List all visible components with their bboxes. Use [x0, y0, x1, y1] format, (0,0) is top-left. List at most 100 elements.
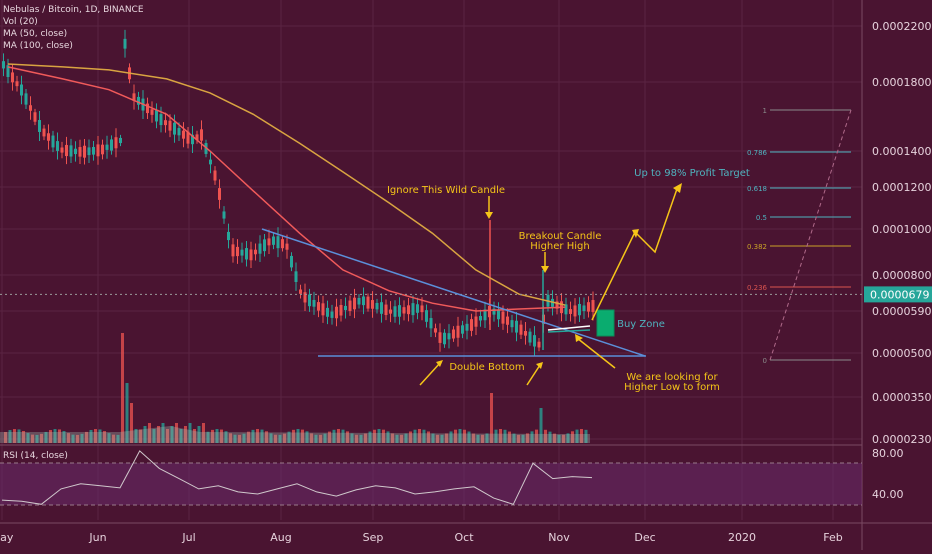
rsi-tick-label: 80.00 [872, 447, 904, 460]
candle-body [249, 249, 253, 261]
legend-ma100[interactable]: MA (100, close) [3, 41, 73, 51]
volume-bar [157, 426, 160, 443]
volume-bar [530, 431, 534, 443]
candle-body [78, 147, 82, 157]
candle-body [60, 147, 64, 153]
volume-ma-area [0, 426, 590, 443]
higher-low-arrow [576, 337, 616, 369]
volume-bar [89, 429, 93, 443]
volume-bar [323, 433, 327, 443]
descending-trendline [261, 228, 646, 357]
candle-body [362, 296, 365, 306]
volume-bar [188, 423, 192, 443]
volume-bar [580, 429, 583, 443]
volume-bar [400, 434, 403, 443]
y-tick-label: 0.0000500 [872, 347, 932, 360]
fib-level-label: 1 [763, 107, 767, 115]
ma50-line [7, 66, 566, 312]
volume-bar [355, 434, 358, 443]
volume-bar [512, 433, 516, 443]
candle-body [24, 93, 28, 105]
volume-bar [58, 429, 61, 443]
y-tick-label: 0.0001200 [872, 181, 932, 194]
volume-bar [76, 434, 79, 443]
candle-body [312, 299, 316, 307]
fib-diagonal [769, 109, 852, 361]
y-tick-label: 0.0001400 [872, 145, 932, 158]
x-tick-label: Jun [88, 531, 106, 544]
fib-level-label: 0.5 [756, 214, 767, 222]
candle-body [317, 302, 320, 311]
y-tick-label: 0.0000590 [872, 305, 932, 318]
volume-bar [476, 434, 480, 443]
double-bottom-note: Double Bottom [449, 362, 524, 373]
volume-bar [62, 431, 66, 443]
candle-body [200, 129, 203, 141]
volume-bar [67, 433, 70, 443]
x-tick-label: Feb [823, 531, 842, 544]
volume-bar [584, 429, 588, 443]
volume-bar [107, 433, 111, 443]
volume-bar [98, 429, 102, 443]
y-tick-label: 0.0001800 [872, 76, 932, 89]
breakout-note-line1: Breakout Candle [519, 231, 602, 242]
volume-bar [346, 431, 349, 443]
price-badge: 0.0000679 [870, 288, 930, 301]
volume-bar [40, 433, 43, 443]
volume-bar [445, 433, 448, 443]
volume-bar [197, 426, 201, 443]
rsi-line [1, 450, 593, 505]
volume-bar [211, 429, 214, 443]
volume-bar [17, 429, 21, 443]
candle-body [209, 159, 212, 165]
volume-bar [310, 433, 313, 443]
volume-bar [292, 429, 295, 443]
candle-body [33, 112, 37, 122]
candle-body [110, 139, 113, 151]
candle-body [83, 145, 86, 158]
candle-body [587, 302, 590, 312]
legend-symbol[interactable]: Nebulas / Bitcoin, 1D, BINANCE [3, 5, 144, 15]
candle-body [182, 130, 185, 139]
candle-body [240, 249, 244, 256]
volume-bar [499, 429, 502, 443]
volume-bar [224, 431, 228, 443]
volume-bar [328, 431, 331, 443]
higher-low-note-line1: We are looking for [626, 372, 718, 383]
candle-body [434, 328, 437, 333]
volume-bar [314, 434, 318, 443]
rsi-label[interactable]: RSI (14, close) [3, 451, 68, 461]
candle-body [537, 341, 541, 348]
volume-bar [26, 433, 30, 443]
volume-bar [229, 433, 232, 443]
candle-body [6, 65, 10, 78]
volume-bar [481, 434, 484, 443]
volume-bar [22, 430, 25, 443]
candle-body [443, 332, 446, 345]
y-tick-label: 0.0002200 [872, 20, 932, 33]
legend-vol[interactable]: Vol (20) [3, 17, 38, 27]
price-badge-bg [864, 286, 932, 303]
volume-bar [152, 429, 156, 443]
candle-body [236, 246, 239, 257]
candle-body [51, 135, 55, 148]
candle-body [384, 304, 388, 316]
volume-bar [265, 431, 268, 443]
volume-bar [49, 430, 52, 443]
candle-body [263, 239, 266, 252]
volume-bar [449, 431, 453, 443]
volume-bar [301, 429, 304, 443]
volume-bar [148, 423, 151, 443]
candle-body [137, 96, 140, 105]
volume-bar [161, 423, 165, 443]
legend-ma50[interactable]: MA (50, close) [3, 29, 68, 39]
candle-body [353, 297, 356, 310]
rsi-tick-label: 40.00 [872, 488, 904, 501]
candle-body [492, 308, 496, 315]
volume-bar [377, 429, 381, 443]
candle-body [114, 137, 118, 149]
candle-body [582, 305, 586, 312]
candle-body [569, 309, 572, 314]
candle-body [29, 105, 32, 111]
